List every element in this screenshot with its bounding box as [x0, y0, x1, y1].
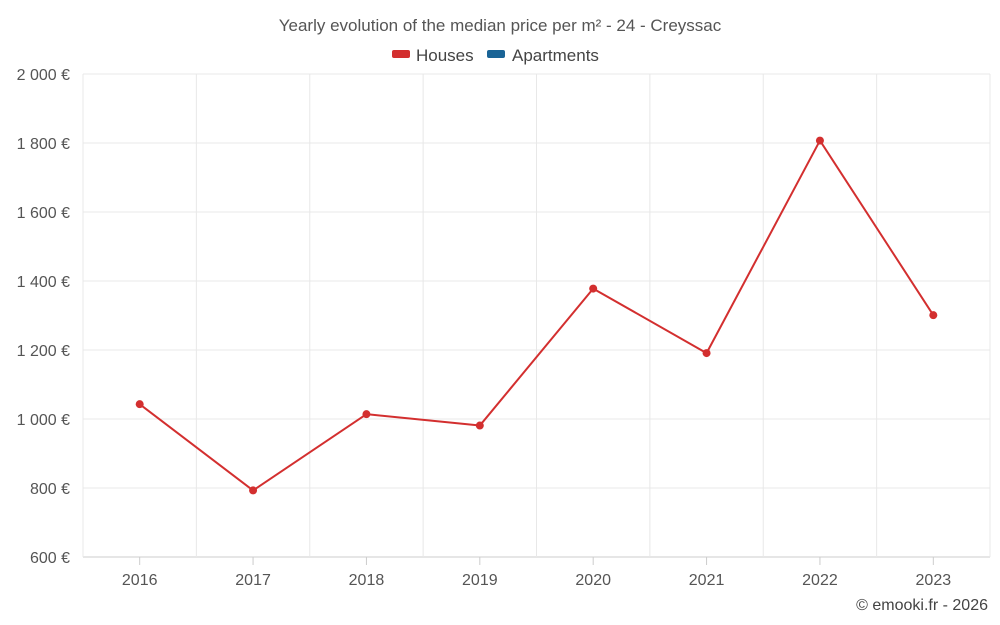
data-point-houses[interactable] [135, 400, 144, 409]
y-tick-label: 1 200 € [17, 343, 70, 360]
y-tick-label: 1 800 € [17, 136, 70, 153]
legend-swatch-houses [392, 50, 410, 58]
grid [82, 73, 991, 565]
x-tick-label: 2021 [689, 572, 725, 589]
y-tick-label: 800 € [30, 481, 70, 498]
data-point-houses[interactable] [929, 311, 938, 320]
data-point-houses[interactable] [249, 486, 258, 495]
legend: Houses Apartments [392, 46, 599, 65]
y-tick-label: 1 600 € [17, 205, 70, 222]
x-tick-label: 2017 [235, 572, 271, 589]
chart-title: Yearly evolution of the median price per… [279, 16, 722, 35]
data-point-houses[interactable] [589, 284, 598, 293]
data-point-houses[interactable] [702, 349, 711, 358]
y-tick-label: 600 € [30, 550, 70, 567]
x-tick-label: 2019 [462, 572, 498, 589]
data-point-houses[interactable] [815, 136, 824, 145]
x-axis-labels: 2016 2017 2018 2019 2020 2021 2022 2023 [122, 572, 951, 589]
legend-label-houses: Houses [416, 46, 474, 65]
legend-item-houses[interactable]: Houses [392, 46, 474, 65]
x-tick-label: 2016 [122, 572, 158, 589]
series-line-houses [139, 139, 935, 492]
x-tick-label: 2023 [916, 572, 952, 589]
data-point-houses[interactable] [475, 421, 484, 430]
y-axis-labels: 600 € 800 € 1 000 € 1 200 € 1 400 € 1 600 € 1 … [17, 67, 70, 567]
legend-swatch-apartments [487, 50, 505, 58]
data-point-houses[interactable] [362, 410, 371, 419]
y-tick-label: 1 000 € [17, 412, 70, 429]
y-tick-label: 1 400 € [17, 274, 70, 291]
y-tick-label: 2 000 € [17, 67, 70, 84]
credit-text: © emooki.fr - 2026 [856, 597, 988, 614]
legend-item-apartments[interactable]: Apartments [487, 46, 599, 65]
series-houses [135, 136, 938, 495]
x-tick-label: 2022 [802, 572, 838, 589]
legend-label-apartments: Apartments [512, 46, 599, 65]
x-tick-label: 2018 [349, 572, 385, 589]
x-tick-label: 2020 [575, 572, 611, 589]
